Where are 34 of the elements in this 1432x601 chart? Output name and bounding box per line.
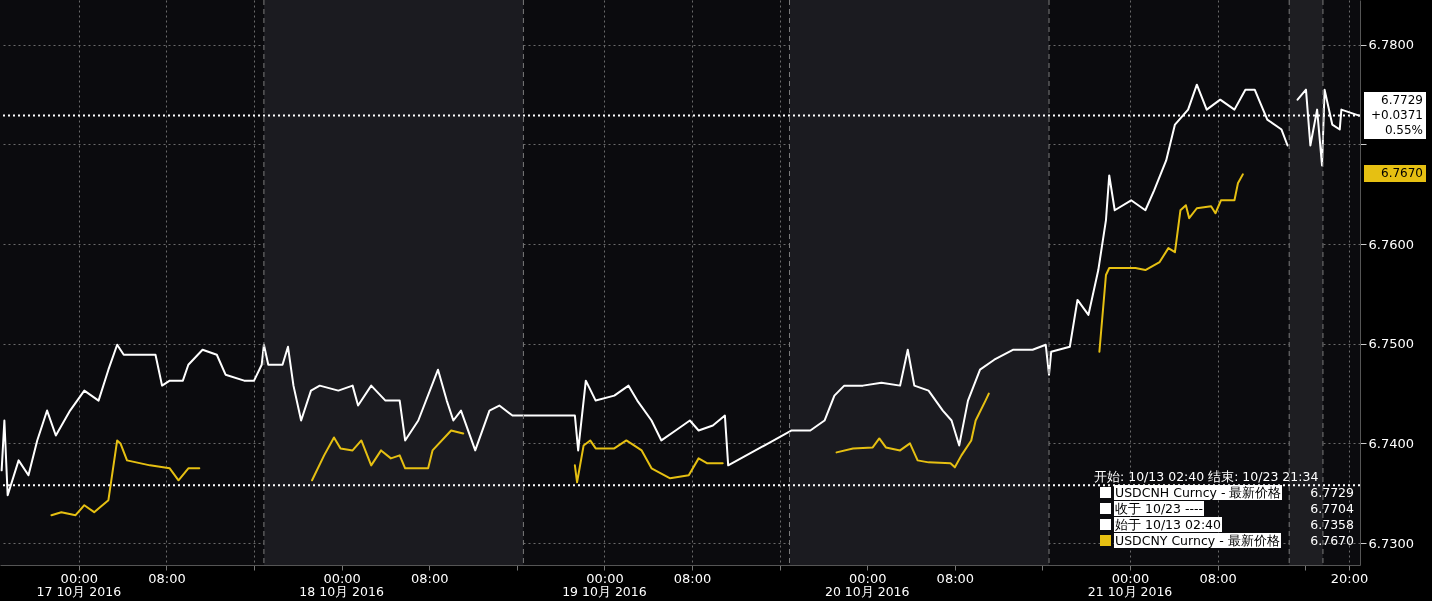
annotation: 6.7704 [1310,500,1354,516]
x-tick-label: 00:00 [586,570,624,586]
annotation: 6.7670 [1310,532,1354,548]
x-tick-label: 08:00 [411,570,449,586]
y-tick-label: 6.7600 [1368,236,1414,252]
x2-tick-label: 17 10月 2016 [36,584,122,599]
x-tick-label: 00:00 [323,570,361,586]
annotation: 始于 10/13 02:40 [1114,516,1222,532]
legend-label: USDCNH Curncy - 最新价格 [1114,484,1283,500]
x-tick-label: 08:00 [148,570,186,586]
text: 0.55% [1383,122,1423,138]
text: 6.7729 [1380,92,1423,108]
annotation: 开始: 10/13 02:40 结束: 10/23 21:34 [1094,469,1320,484]
text: +0.0371 [1369,107,1423,123]
annotation: 收于 10/23 ---- [1114,500,1205,516]
x-tick-label: 00:00 [849,570,887,586]
y-tick-label: 6.7500 [1368,336,1414,352]
x-tick-label: 08:00 [673,570,712,586]
legend-label: USDCNY Curncy - 最新价格 [1114,532,1281,548]
annotation: 6.7358 [1310,516,1354,532]
x-tick-label: 00:00 [1111,570,1150,586]
x2-tick-label: 19 10月 2016 [562,584,647,599]
x2-tick-label: 21 10月 2016 [1087,584,1173,599]
text: 6.7670 [1364,165,1426,183]
y-tick-label: 6.7300 [1368,535,1414,551]
x-tick-label: 08:00 [1199,570,1237,586]
x2-tick-label: 18 10月 2016 [299,584,384,599]
y-tick-label: 6.7800 [1368,37,1414,53]
y-tick-label: 6.7400 [1368,435,1414,451]
x2-tick-label: 20 10月 2016 [824,584,910,599]
x-tick-label: 20:00 [1330,570,1369,586]
x-tick-label: 00:00 [60,570,99,586]
annotation: 6.7729 [1310,484,1354,500]
x-tick-label: 08:00 [936,570,975,586]
